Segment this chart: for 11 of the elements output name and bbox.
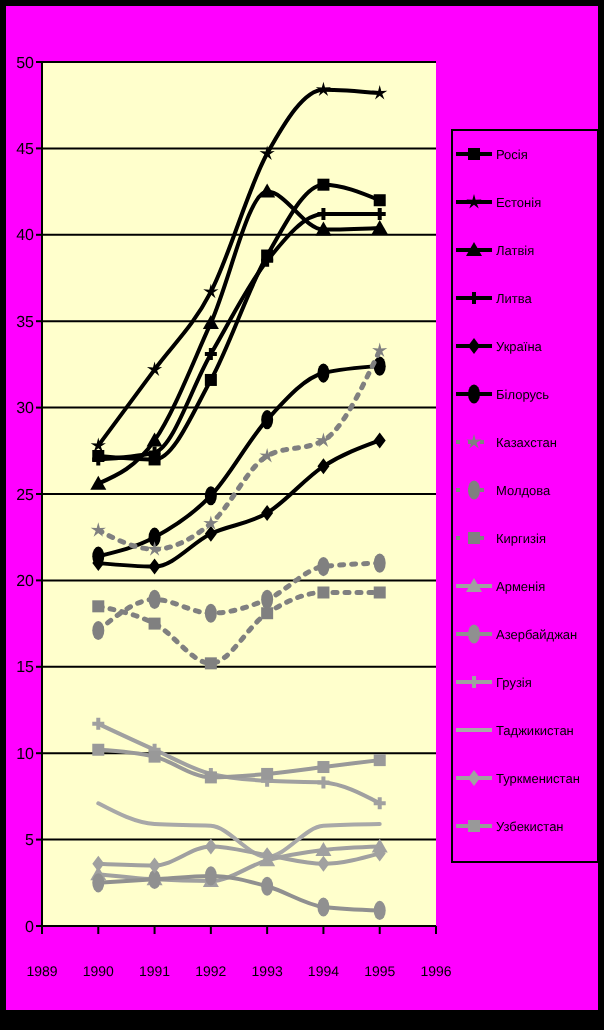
y-tick-label: 15 [16, 658, 36, 677]
y-tick-label: 50 [16, 53, 36, 72]
y-tick-label: 25 [16, 485, 36, 504]
y-tick-label: 30 [16, 399, 36, 418]
y-tick-label: 5 [25, 831, 36, 850]
y-tick-label: 35 [16, 312, 36, 331]
y-tick-label: 20 [16, 572, 36, 590]
y-tick-label: 45 [16, 140, 36, 158]
y-tick-label: 10 [16, 744, 36, 763]
y-tick-label: 40 [16, 226, 36, 245]
y-tick-label: 0 [25, 917, 36, 936]
